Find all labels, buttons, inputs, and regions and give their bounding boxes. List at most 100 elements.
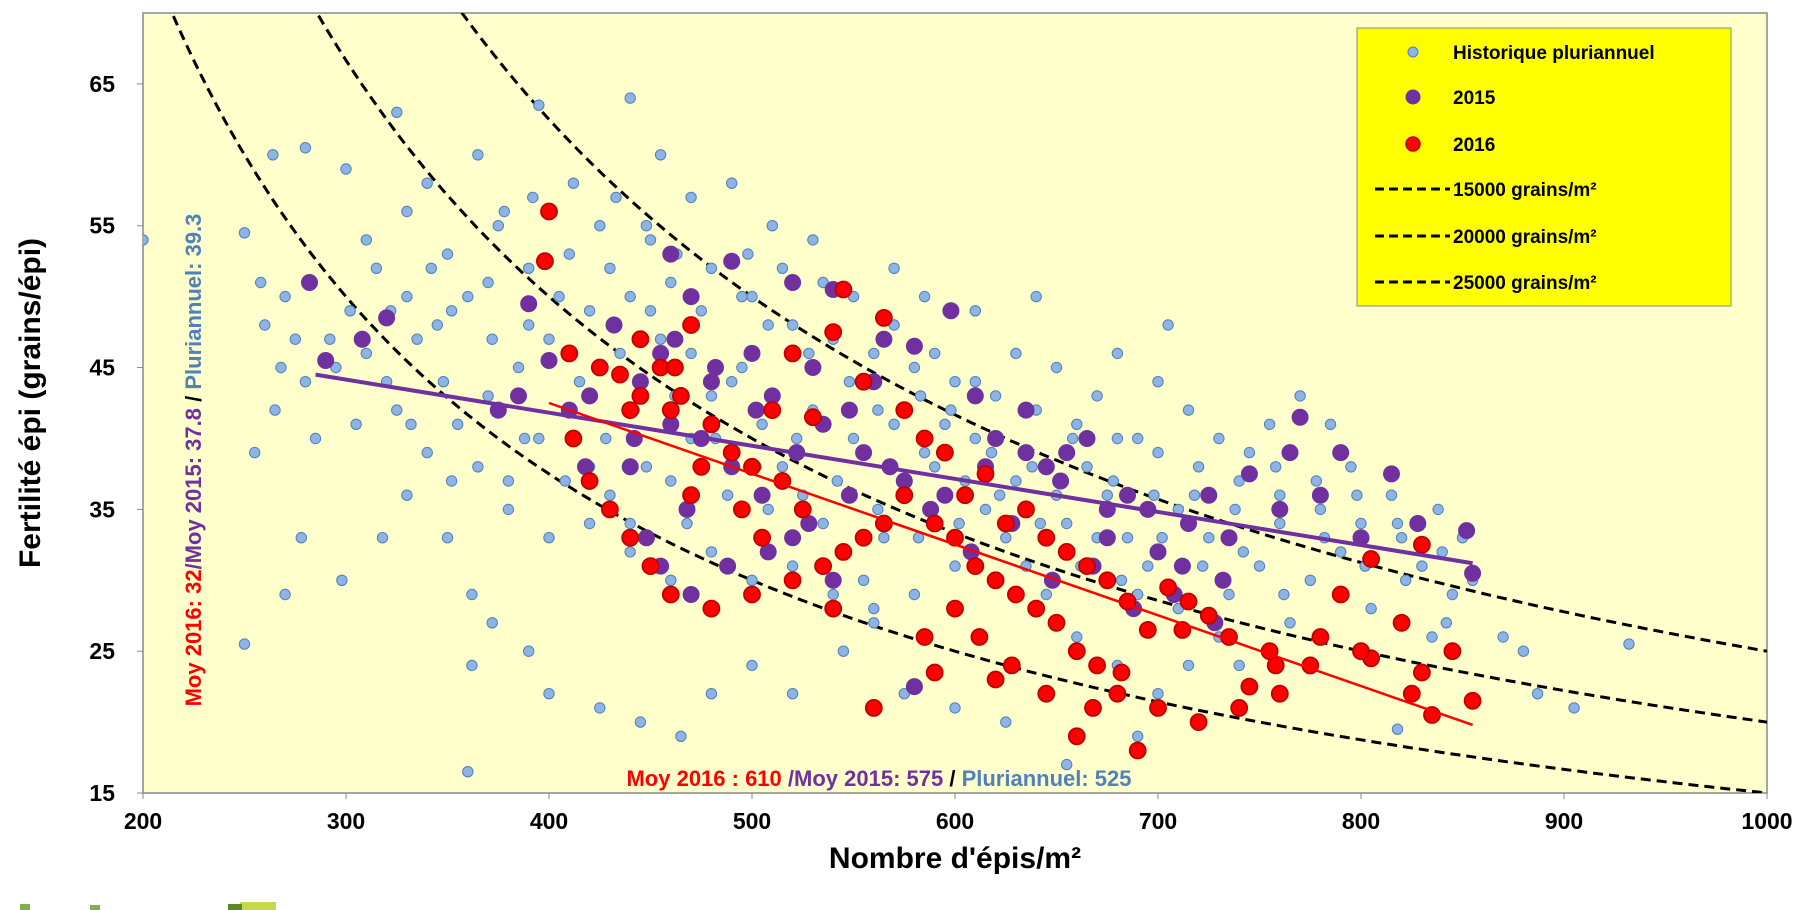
point-2016 (1179, 592, 1198, 611)
hist-point (776, 461, 789, 473)
point-2016 (661, 401, 680, 420)
hist-point (685, 347, 697, 360)
avg-ears-separator: / (943, 766, 961, 791)
hist-point (1061, 758, 1073, 771)
hist-point (945, 404, 957, 416)
hist-point (1531, 688, 1544, 700)
hist-point (466, 659, 478, 672)
hist-point (1400, 574, 1412, 586)
hist-point (486, 617, 498, 629)
legend-label-25000: 25000 grains/m² (1453, 273, 1597, 294)
point-2016 (763, 401, 782, 420)
point-2015 (1173, 557, 1191, 575)
hist-point (665, 574, 677, 586)
point-2016 (1138, 621, 1157, 639)
hist-point (1148, 489, 1160, 501)
point-2016 (1057, 543, 1076, 561)
hist-point (898, 688, 910, 700)
point-2015 (1383, 465, 1400, 483)
hist-point (401, 205, 413, 218)
point-2016 (702, 599, 721, 618)
avg-fertility-separator: / (181, 390, 206, 408)
x-tick-label: 900 (1545, 808, 1583, 834)
hist-point (445, 305, 458, 317)
point-2016 (1230, 699, 1249, 717)
hist-point (705, 688, 718, 700)
hist-point (1111, 347, 1124, 360)
hist-point (279, 588, 291, 601)
point-2016 (682, 486, 700, 505)
logo (20, 902, 276, 910)
trend-line-2015 (315, 372, 1473, 566)
hist-point (600, 432, 612, 445)
hist-point (466, 588, 478, 601)
hist-point (914, 390, 927, 402)
hist-point (969, 305, 981, 317)
hist-point (421, 177, 433, 189)
point-2016 (621, 401, 640, 420)
y-tick-label: 65 (89, 71, 115, 97)
hist-point (665, 276, 677, 289)
point-2016 (915, 628, 934, 646)
hist-point (847, 432, 860, 445)
hist-point (918, 290, 931, 303)
hist-point (1142, 560, 1154, 572)
hist-point (1517, 645, 1530, 657)
legend-marker-2016 (1405, 136, 1421, 152)
hist-point (1365, 602, 1377, 615)
iso-curve-25000 (460, 13, 1767, 653)
hist-point (543, 333, 555, 345)
point-2015 (1332, 444, 1350, 462)
logo-block-light (240, 902, 276, 910)
point-2016 (1002, 656, 1021, 675)
hist-point (523, 645, 535, 657)
hist-point (559, 475, 571, 487)
x-tick-label: 700 (1139, 808, 1177, 834)
hist-point (502, 475, 515, 487)
hist-point (949, 560, 961, 572)
hist-point (486, 333, 498, 345)
point-2016 (895, 401, 914, 420)
hist-point (989, 390, 1002, 402)
point-2016 (783, 571, 802, 590)
point-2015 (317, 352, 335, 369)
hist-point (1335, 546, 1347, 558)
y-tick-label: 45 (89, 355, 115, 381)
point-2015 (719, 557, 737, 575)
point-2016 (621, 528, 640, 547)
hist-point (1243, 446, 1256, 459)
legend-label-2016: 2016 (1453, 135, 1495, 156)
point-2016 (1413, 535, 1431, 554)
y-tick-label: 35 (89, 496, 115, 522)
hist-point (1263, 418, 1276, 430)
hist-point (872, 404, 884, 416)
point-2016 (631, 386, 650, 405)
hist-point (807, 234, 819, 246)
point-2015 (840, 401, 858, 419)
hist-point (482, 276, 494, 289)
hist-point (1395, 532, 1408, 544)
point-2015 (510, 387, 527, 405)
point-2015 (1037, 458, 1055, 476)
hist-point (441, 248, 454, 260)
point-2015 (1409, 515, 1427, 532)
hist-point (1345, 461, 1357, 473)
hist-point (1351, 489, 1363, 501)
hist-point (837, 645, 850, 657)
hist-point (452, 418, 464, 430)
hist-point (1197, 560, 1209, 572)
hist-point (1050, 361, 1063, 374)
hist-point (695, 305, 707, 317)
hist-point (1081, 461, 1093, 473)
point-2016 (564, 429, 583, 448)
hist-point (1497, 631, 1509, 643)
hist-point (1132, 432, 1144, 445)
legend-label-2015: 2015 (1453, 88, 1496, 109)
point-2016 (1240, 677, 1259, 696)
hist-point (543, 688, 555, 700)
avg-ears-annotation: Moy 2016 : 610 /Moy 2015: 575 / Pluriann… (626, 766, 1131, 791)
hist-point (1446, 588, 1459, 601)
point-2015 (1291, 408, 1309, 426)
point-2015 (804, 359, 822, 376)
point-2016 (672, 386, 690, 405)
